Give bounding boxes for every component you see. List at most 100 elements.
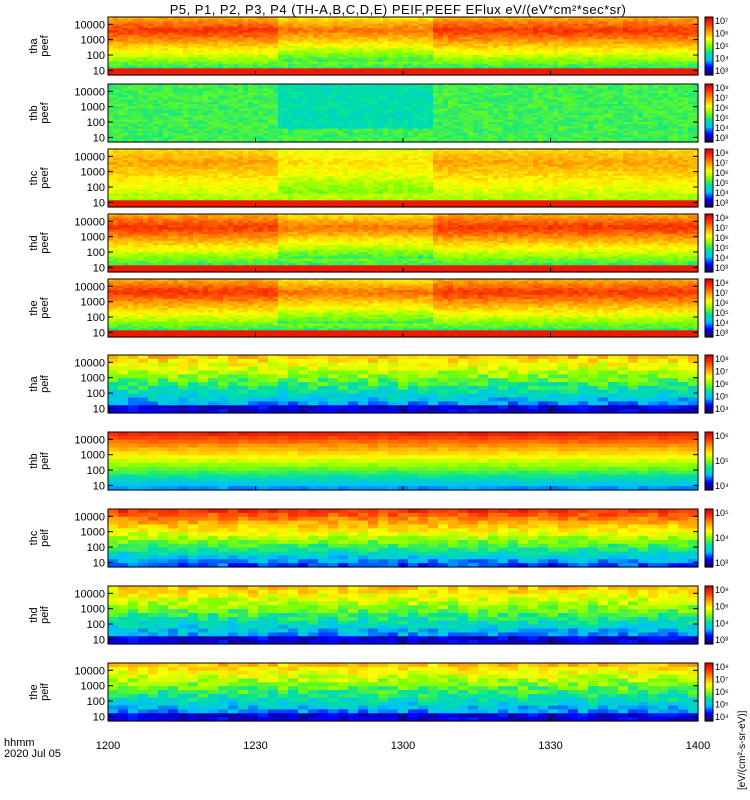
heatmap-cell [153, 59, 159, 63]
heatmap-cell [108, 72, 114, 76]
heatmap-cell [183, 32, 189, 36]
heatmap-cell [128, 52, 134, 56]
heatmap-cell [173, 21, 179, 25]
heatmap-cell [193, 25, 199, 29]
heatmap-cell [148, 57, 154, 60]
heatmap-cell [293, 17, 299, 20]
heatmap-cell [283, 70, 289, 74]
heatmap-cell [203, 59, 209, 63]
heatmap-cell [193, 21, 199, 25]
heatmap-cell [223, 37, 229, 40]
heatmap-cell [218, 21, 224, 25]
heatmap-cell [163, 72, 169, 76]
heatmap-cell [138, 28, 144, 31]
heatmap-cell [148, 46, 154, 49]
heatmap-cell [223, 41, 229, 45]
heatmap-cell [128, 43, 134, 47]
heatmap-cell [113, 66, 119, 69]
heatmap-cell [238, 34, 244, 38]
heatmap-cell [163, 25, 169, 29]
heatmap-cell [288, 66, 294, 69]
heatmap-cell [118, 34, 124, 38]
heatmap-cell [218, 30, 224, 34]
heatmap-cell [143, 32, 149, 36]
heatmap-cell [273, 41, 279, 45]
colorbar-tick-label: 10³ [715, 66, 728, 76]
heatmap-cell [248, 21, 254, 25]
heatmap-cell [178, 54, 184, 58]
heatmap-cell [208, 21, 214, 25]
heatmap-cell [118, 57, 124, 60]
heatmap-cell [108, 28, 114, 31]
heatmap-cell [113, 17, 119, 20]
heatmap-cell [263, 70, 269, 74]
heatmap-cell [283, 25, 289, 29]
heatmap-cell [173, 23, 179, 27]
heatmap-cell [233, 41, 239, 45]
heatmap-cell [233, 25, 239, 29]
heatmap-cell [128, 28, 134, 31]
heatmap-cell [283, 50, 289, 54]
heatmap-cell [263, 34, 269, 38]
heatmap-cell [243, 52, 249, 56]
heatmap-cell [133, 48, 139, 52]
heatmap-cell [198, 61, 204, 65]
heatmap-cell [193, 17, 199, 20]
heatmap-cell [183, 21, 189, 25]
heatmap-cell [273, 72, 279, 76]
heatmap-cell [273, 70, 279, 74]
heatmap-cell [288, 32, 294, 36]
heatmap-cell [143, 37, 149, 40]
heatmap-cell [223, 25, 229, 29]
heatmap-cell [203, 21, 209, 25]
heatmap-cell [248, 37, 254, 40]
heatmap-cell [173, 57, 179, 60]
heatmap-cell [218, 68, 224, 72]
heatmap-cell [188, 72, 194, 76]
heatmap-cell [148, 32, 154, 36]
heatmap-cell [138, 66, 144, 69]
heatmap-cell [263, 23, 269, 27]
heatmap-cell [238, 66, 244, 69]
heatmap-cell [153, 23, 159, 27]
heatmap-cell [168, 63, 174, 67]
heatmap-cell [108, 52, 114, 56]
heatmap-cell [133, 59, 139, 63]
heatmap-cell [213, 34, 219, 38]
heatmap-cell [168, 21, 174, 25]
heatmap-cell [133, 68, 139, 72]
heatmap-cell [203, 50, 209, 54]
heatmap-cell [218, 46, 224, 49]
heatmap-cell [248, 25, 254, 29]
heatmap-cell [123, 17, 129, 20]
heatmap-cell [118, 30, 124, 34]
heatmap-cell [288, 70, 294, 74]
heatmap-cell [223, 19, 229, 23]
heatmap-cell [128, 63, 134, 67]
heatmap-cell [298, 17, 304, 20]
heatmap-cell [268, 30, 274, 34]
heatmap-cell [258, 52, 264, 56]
heatmap-cell [188, 43, 194, 47]
heatmap-cell [183, 19, 189, 23]
heatmap-cell [133, 32, 139, 36]
heatmap-cell [158, 34, 164, 38]
heatmap-cell [208, 37, 214, 40]
heatmap-cell [293, 34, 299, 38]
heatmap-cell [238, 50, 244, 54]
heatmap-cell [118, 52, 124, 56]
heatmap-cell [283, 21, 289, 25]
heatmap-cell [163, 23, 169, 27]
heatmap-cell [143, 46, 149, 49]
heatmap-cell [223, 43, 229, 47]
heatmap-cell [123, 30, 129, 34]
heatmap-cell [173, 61, 179, 65]
heatmap-cell [193, 41, 199, 45]
heatmap-cell [213, 46, 219, 49]
heatmap-cell [108, 17, 114, 20]
heatmap-cell [263, 50, 269, 54]
heatmap-cell [123, 34, 129, 38]
heatmap-cell [163, 70, 169, 74]
heatmap-cell [283, 61, 289, 65]
heatmap-cell [258, 23, 264, 27]
